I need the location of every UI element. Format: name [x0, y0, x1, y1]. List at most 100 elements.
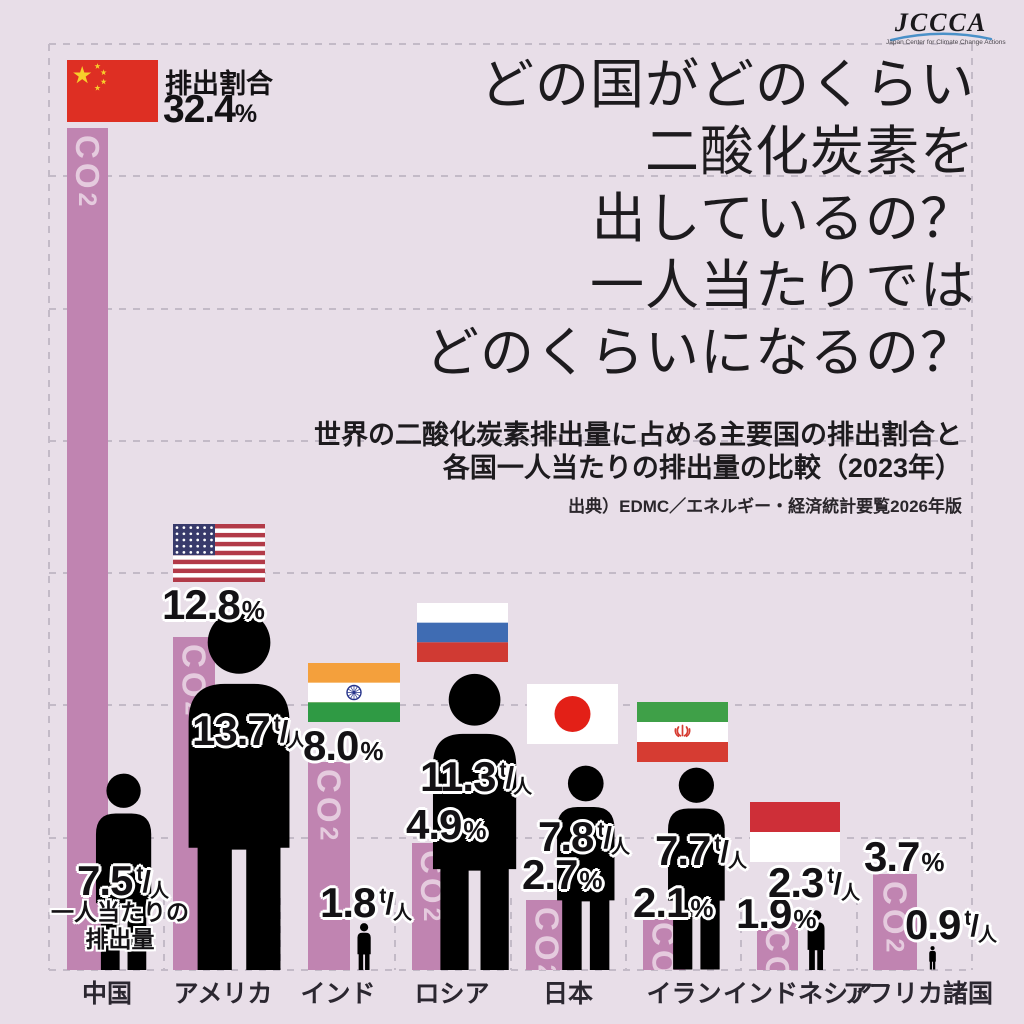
gridline-horizontal: [49, 43, 972, 45]
unit-tonnes: t: [379, 885, 387, 908]
column-separator: [740, 898, 743, 970]
co2-bar-text: CO2: [759, 928, 796, 970]
percapita-value: 13.7: [192, 707, 271, 754]
co2-bar-indonesia: CO2: [757, 920, 798, 970]
per-capita-caption-line-2: 排出量: [85, 926, 155, 952]
unit-slash: /: [970, 908, 980, 943]
percapita-value: 7.8: [538, 813, 594, 860]
co2-bar-text: CO2: [876, 880, 914, 957]
column-separator: [509, 898, 512, 970]
percent-sign: %: [579, 865, 603, 895]
share-value: 3.7: [864, 833, 920, 880]
percapita-label-japan: 7.8 t/人: [538, 816, 630, 858]
percent-sign: %: [463, 815, 487, 845]
percapita-label-indonesia: 2.3 t/人: [768, 862, 860, 904]
axis-label-china: 中国: [81, 980, 132, 1008]
legend-share-label: 排出割合: [165, 69, 273, 99]
gridline-horizontal: [49, 969, 972, 971]
percapita-label-india: 1.8 t/人: [320, 882, 412, 924]
unit-tonnes: t: [714, 833, 722, 856]
percent-sign: %: [793, 904, 817, 934]
jccca-logo-arc-icon: [889, 32, 993, 42]
subtitle-line-2: 各国一人当たりの排出量の比較（2023年）: [442, 453, 962, 483]
axis-label-india: インド: [300, 980, 376, 1008]
unit-per-person: 人: [728, 851, 748, 872]
gridline-horizontal: [49, 175, 972, 178]
axis-label-russia: ロシア: [414, 980, 490, 1008]
column-separator: [394, 898, 397, 970]
person-icon-usa: [185, 610, 293, 970]
gridline-horizontal: [49, 704, 972, 707]
percapita-label-iran: 7.7 t/人: [655, 830, 747, 872]
gridline-horizontal: [49, 307, 972, 310]
share-label-russia: 4.9%: [406, 804, 487, 846]
title-line-4: 一人当たりでは: [590, 256, 975, 316]
subtitle-line-1: 世界の二酸化炭素排出量に占める主要国の排出割合と: [314, 420, 962, 450]
unit-slash: /: [505, 760, 515, 795]
jccca-logo-subtext: Japan Center for Climate Change Actions: [886, 39, 1006, 46]
co2-bar-text: CO2: [528, 906, 566, 970]
unit-tonnes: t: [136, 863, 144, 886]
page-title: どの国がどのくらい 二酸化炭素を 出しているの？ 一人当たりでは どのくらいにな…: [425, 52, 975, 387]
title-line-5: どのくらいになるの？: [425, 323, 975, 383]
column-separator: [624, 898, 627, 970]
co2-text: CO: [876, 880, 914, 939]
share-label-africa: 3.7%: [864, 836, 945, 878]
axis-label-japan: 日本: [542, 980, 593, 1008]
co2-subscript: 2: [418, 907, 446, 925]
unit-slash: /: [603, 820, 613, 855]
unit-slash: /: [142, 864, 152, 899]
jccca-logo: JCCCA Japan Center for Climate Change Ac…: [886, 8, 1006, 47]
person-icon-africa: [929, 946, 936, 970]
chart-subtitle: 世界の二酸化炭素排出量に占める主要国の排出割合と 各国一人当たりの排出量の比較（…: [314, 419, 962, 485]
unit-tonnes: t: [827, 865, 835, 888]
column-separator: [163, 898, 166, 970]
gridline-horizontal: [49, 439, 972, 442]
unit-tonnes: t: [964, 907, 972, 930]
source-note: 出典）EDMC／エネルギー・経済統計要覧2026年版: [568, 497, 962, 516]
column-separator: [855, 898, 858, 970]
jccca-logo-text: JCCCA: [894, 8, 988, 37]
percapita-label-africa: 0.9 t/人: [905, 904, 997, 946]
share-label-iran: 2.1%: [633, 882, 714, 924]
flag-japan-icon: [527, 684, 618, 744]
percapita-value: 1.8: [320, 879, 376, 926]
frame-left: [48, 44, 50, 970]
axis-label-usa: アメリカ: [173, 980, 273, 1008]
axis-label-indonesia: インドネシア: [722, 980, 873, 1008]
china-share-value: 32.4: [163, 88, 236, 131]
share-value: 8.0: [303, 722, 359, 769]
co2-text: CO: [528, 906, 566, 965]
unit-per-person: 人: [513, 777, 533, 798]
unit-per-person: 人: [150, 881, 170, 902]
percapita-label-usa: 13.7 t/人: [192, 710, 306, 752]
unit-tonnes: t: [597, 819, 605, 842]
title-line-3: 出しているの？: [591, 189, 975, 249]
share-label-usa: 12.8%: [162, 584, 265, 626]
unit-slash: /: [385, 886, 395, 921]
title-line-1: どの国がどのくらい: [480, 55, 975, 115]
flag-russia-icon: [417, 603, 508, 662]
share-label-india: 8.0%: [303, 725, 384, 767]
unit-per-person: 人: [287, 731, 307, 752]
unit-slash: /: [720, 834, 730, 869]
percapita-value: 0.9: [905, 901, 961, 948]
percapita-label-russia: 11.3 t/人: [420, 756, 532, 798]
per-capita-caption-line-1: 一人当たりの: [51, 899, 189, 925]
axis-label-africa: アフリカ諸国: [842, 980, 993, 1008]
flag-iran-icon: [637, 702, 728, 762]
share-value: 2.1: [633, 879, 689, 926]
share-value: 4.9: [406, 801, 462, 848]
co2-subscript: 2: [880, 938, 909, 957]
co2-bar-africa: CO2: [873, 873, 917, 970]
unit-tonnes: t: [499, 759, 507, 782]
percent-sign: %: [241, 595, 265, 625]
share-value: 1.9: [736, 890, 792, 937]
percent-sign: %: [690, 893, 714, 923]
unit-per-person: 人: [978, 925, 998, 946]
co2-bar-japan: CO2: [526, 899, 568, 970]
unit-per-person: 人: [393, 903, 413, 924]
percent-sign: %: [360, 736, 384, 766]
share-value: 2.7: [522, 851, 578, 898]
